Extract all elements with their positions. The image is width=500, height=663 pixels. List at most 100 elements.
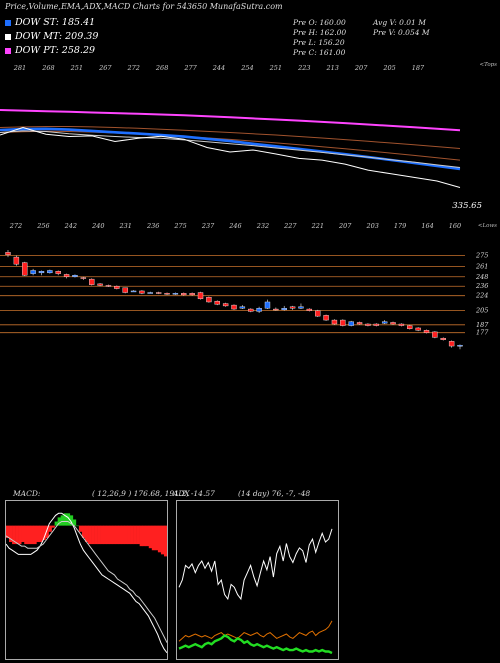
stat-avg-volume: Avg V: 0.01 M [373, 18, 426, 27]
legend-label: DOW PT: 258.29 [15, 45, 96, 56]
macd-histogram-bar [18, 525, 22, 545]
low-value-label: 207 [338, 222, 352, 230]
macd-histogram-bar [100, 525, 104, 545]
macd-histogram-bar [27, 525, 31, 545]
candle-body [239, 306, 246, 309]
candle-body [381, 321, 388, 324]
level-label: 177 [476, 329, 489, 337]
low-value-label: 275 [173, 222, 186, 230]
macd-histogram-bar [39, 525, 43, 543]
top-value-label: 277 [183, 64, 197, 72]
ema-series-line [0, 130, 461, 168]
candle-body [206, 297, 212, 303]
macd-histogram-bar [142, 525, 147, 547]
candle-body [415, 327, 421, 331]
macd-histogram-bar [30, 525, 34, 545]
legend-label: DOW MT: 209.39 [15, 31, 99, 42]
candle-body [398, 323, 405, 326]
top-value-label: 251 [70, 64, 83, 72]
macd-label: MACD: [13, 489, 41, 498]
legend-swatch-icon [5, 19, 11, 26]
macd-histogram-bar [127, 525, 131, 545]
top-value-label: 251 [269, 64, 282, 72]
macd-histogram-bar [130, 525, 134, 545]
macd-values: ( 12,26,9 ) 176.68, 191.2, -14.57 [92, 489, 215, 498]
candle-body [407, 325, 413, 329]
candle-body [432, 331, 438, 338]
top-value-label: 281 [13, 64, 26, 72]
adx-values: (14 day) 76, -7, -48 [238, 489, 311, 498]
macd-histogram-bar [118, 525, 122, 545]
candle-body [315, 310, 321, 317]
candle-body [289, 306, 296, 309]
low-value-label: 221 [311, 222, 324, 230]
macd-histogram-bar [145, 525, 150, 547]
lows-label: <Lows [478, 223, 497, 229]
candle-body [130, 290, 137, 293]
legend-dow-st: DOW ST: 185.41 [5, 17, 95, 28]
candle-body [72, 274, 78, 277]
legend-dow-mt: DOW MT: 209.39 [5, 31, 98, 42]
candle-body [89, 278, 95, 285]
macd-histogram-bar [33, 525, 37, 545]
top-value-label: 213 [326, 64, 339, 72]
macd-histogram-bar [81, 525, 86, 538]
low-value-label: 232 [256, 222, 269, 230]
macd-histogram-bar [72, 519, 77, 526]
low-value-label: 160 [449, 222, 461, 230]
macd-histogram-bar [69, 515, 74, 526]
macd-histogram-bar [51, 525, 55, 528]
candle-body [139, 290, 145, 294]
adx-panel [176, 500, 339, 660]
candle-body [264, 301, 271, 309]
low-value-label: 237 [201, 222, 215, 230]
macd-histogram-bar [157, 525, 162, 553]
candle-body [298, 306, 304, 309]
macd-histogram-bar [66, 513, 71, 526]
low-value-label: 203 [365, 222, 378, 230]
macd-histogram-bar [97, 525, 101, 545]
macd-panel [5, 500, 168, 660]
candle-body [97, 283, 103, 286]
macd-histogram-bar [91, 525, 95, 545]
candle-body [340, 319, 346, 326]
macd-histogram-bar [42, 525, 46, 540]
candle-body [256, 308, 262, 312]
adx-series-line [178, 528, 333, 601]
candle-body [457, 345, 463, 347]
ema-series-line [0, 126, 461, 188]
candle-body [22, 262, 28, 276]
stat-pre-open: Pre O: 160.00 [293, 18, 346, 27]
candle-body [214, 300, 220, 305]
chart-title: Price,Volume,EMA,ADX,MACD Charts for 543… [5, 2, 283, 11]
macd-histogram-bar [121, 525, 125, 545]
macd-series-line [5, 521, 168, 643]
top-value-label: 223 [297, 64, 310, 72]
low-value-label: 227 [283, 222, 297, 230]
candle-body [47, 270, 53, 274]
macd-histogram-bar [78, 525, 83, 532]
top-value-label: 267 [98, 64, 112, 72]
macd-histogram-bar [136, 525, 140, 545]
low-value-label: 246 [228, 222, 241, 230]
candle-body [122, 287, 128, 293]
stat-pre-volume: Pre V: 0.054 M [373, 28, 430, 37]
legend-swatch-icon [5, 33, 11, 40]
level-label: 261 [475, 263, 488, 271]
stat-pre-low: Pre L: 156.20 [293, 38, 345, 47]
candle-body [80, 277, 87, 279]
macd-histogram-bar [12, 525, 16, 545]
candle-body [55, 271, 61, 274]
level-label: 275 [475, 252, 488, 260]
macd-histogram-bar [48, 525, 52, 532]
candle-body [440, 337, 446, 340]
stat-pre-close: Pre C: 161.00 [293, 48, 346, 57]
tops-label: <Tops [479, 62, 497, 68]
macd-histogram-bar [57, 517, 61, 526]
legend-swatch-icon [5, 47, 11, 54]
low-value-label: 231 [119, 222, 132, 230]
candle-body [356, 322, 363, 325]
legend-label: DOW ST: 185.41 [15, 17, 96, 28]
top-value-label: 254 [240, 64, 253, 72]
macd-histogram-bar [9, 525, 13, 543]
